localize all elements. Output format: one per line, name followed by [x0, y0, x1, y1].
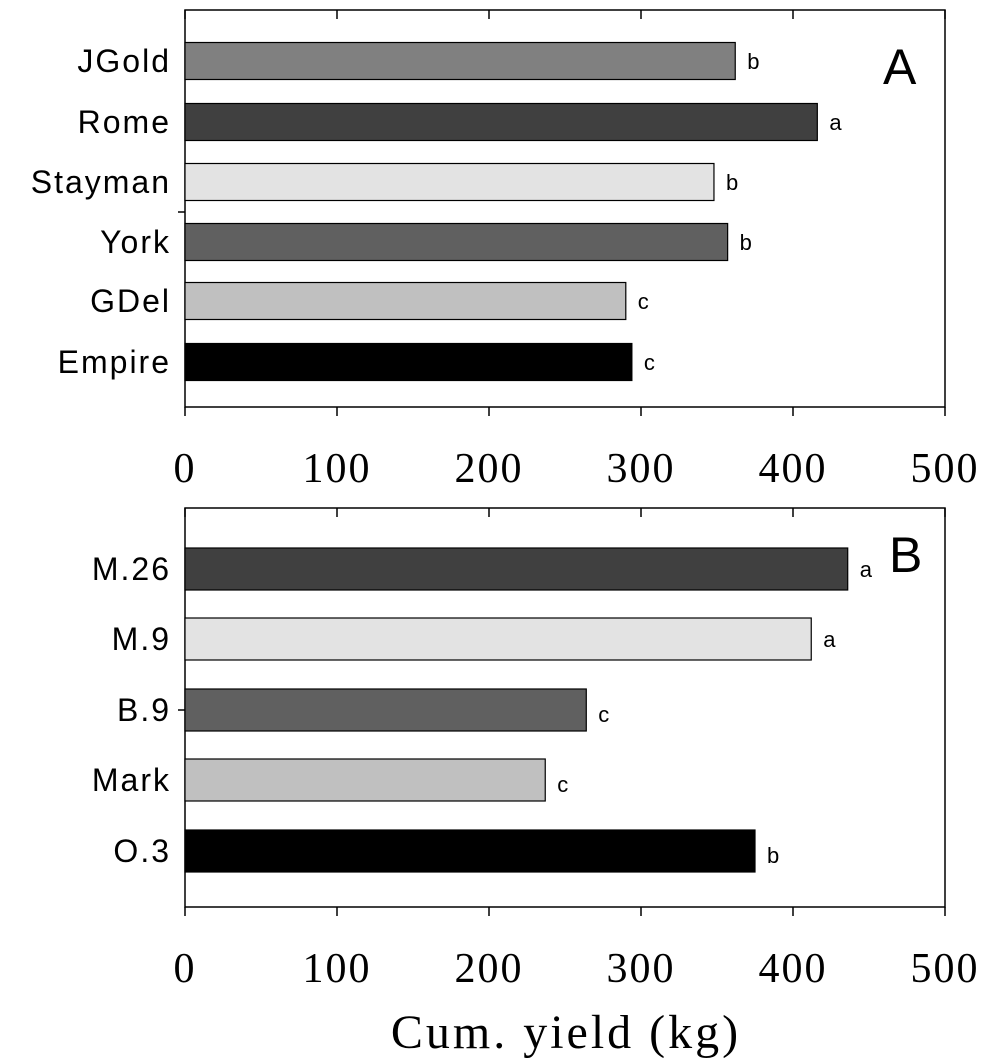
- panel-a: 0 100 200 300 400 500 JGold b Rome a Stayman b York b…: [31, 9, 980, 492]
- panel-letter: B: [889, 527, 922, 583]
- x-tick-label: 300: [607, 946, 676, 992]
- bar-b9: [184, 688, 587, 732]
- bar-m9: [184, 617, 812, 661]
- x-tick-label: 300: [607, 446, 676, 492]
- significance-letter: a: [823, 627, 836, 652]
- significance-letter: c: [598, 702, 609, 727]
- x-tick-label: 200: [455, 446, 524, 492]
- bar-m26: [184, 547, 849, 591]
- category-label: York: [100, 224, 171, 260]
- category-label: Empire: [58, 344, 171, 380]
- significance-letter: b: [726, 170, 738, 195]
- category-label: O.3: [113, 833, 171, 869]
- significance-letter: c: [644, 350, 655, 375]
- significance-letter: a: [829, 110, 842, 135]
- category-label: Mark: [92, 762, 171, 798]
- bar-gdel: [184, 281, 627, 321]
- x-tick-label: 100: [303, 946, 372, 992]
- x-tick-label: 0: [174, 946, 197, 992]
- bar-jgold: [184, 41, 736, 81]
- x-tick-label: 200: [455, 946, 524, 992]
- category-label: Stayman: [31, 164, 171, 200]
- x-tick-label: 500: [911, 446, 980, 492]
- category-label: GDel: [90, 283, 171, 319]
- x-tick-label: 400: [759, 446, 828, 492]
- panel-b: 0 100 200 300 400 500 M.26 a M.9 a B.9 c Mark c O.3 b B: [92, 507, 980, 992]
- panel-letter: A: [883, 39, 917, 95]
- significance-letter: c: [638, 289, 649, 314]
- significance-letter: a: [860, 557, 873, 582]
- x-tick-label: 100: [303, 446, 372, 492]
- plot-frame: [184, 9, 946, 408]
- significance-letter: c: [557, 772, 568, 797]
- x-tick-label: 500: [911, 946, 980, 992]
- x-axis-title: Cum. yield (kg): [391, 1006, 741, 1059]
- x-tick-label: 400: [759, 946, 828, 992]
- category-label: Rome: [78, 104, 171, 140]
- significance-letter: b: [767, 843, 779, 868]
- bar-rome: [184, 102, 818, 142]
- bar-empire: [184, 342, 633, 382]
- category-label: M.9: [112, 621, 171, 657]
- category-label: M.26: [92, 551, 171, 587]
- category-label: JGold: [77, 43, 171, 79]
- bar-stayman: [184, 162, 715, 202]
- category-label: B.9: [117, 692, 171, 728]
- bar-mark: [184, 758, 546, 802]
- bar-york: [184, 222, 729, 262]
- significance-letter: b: [747, 49, 759, 74]
- bar-o3: [184, 829, 756, 873]
- significance-letter: b: [740, 230, 752, 255]
- x-tick-label: 0: [174, 446, 197, 492]
